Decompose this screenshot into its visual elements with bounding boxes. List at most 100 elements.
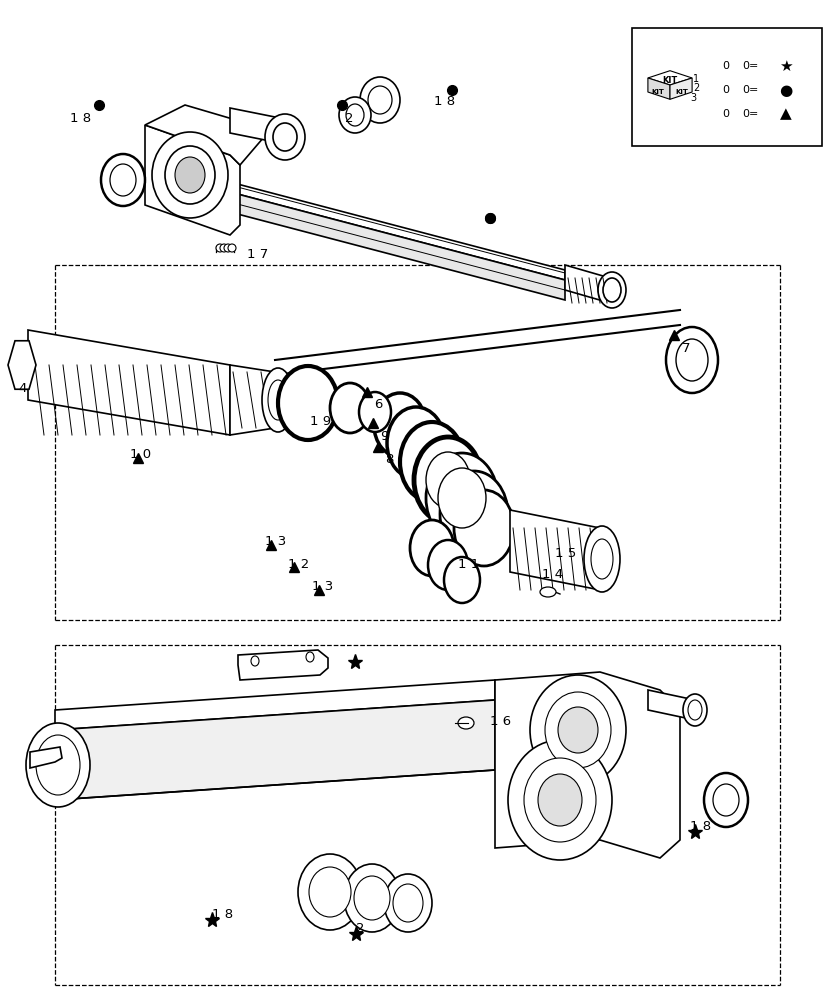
Polygon shape <box>230 365 275 435</box>
Ellipse shape <box>439 471 508 557</box>
Ellipse shape <box>330 383 370 433</box>
Polygon shape <box>55 700 495 800</box>
Text: 6: 6 <box>374 398 382 411</box>
Ellipse shape <box>367 86 391 114</box>
Ellipse shape <box>343 864 399 932</box>
Ellipse shape <box>675 339 707 381</box>
Polygon shape <box>647 78 669 99</box>
Text: 1 3: 1 3 <box>312 580 332 593</box>
Text: 0: 0 <box>722 61 729 71</box>
Text: 1 5: 1 5 <box>554 547 576 560</box>
Ellipse shape <box>384 874 432 932</box>
Ellipse shape <box>354 876 390 920</box>
Text: 0: 0 <box>722 109 729 119</box>
Ellipse shape <box>602 278 620 302</box>
Ellipse shape <box>265 114 304 160</box>
Text: 1 2: 1 2 <box>288 558 308 571</box>
Text: KIT: KIT <box>675 89 687 95</box>
Ellipse shape <box>409 520 453 576</box>
Polygon shape <box>631 28 821 146</box>
Ellipse shape <box>583 526 619 592</box>
Text: 1 3: 1 3 <box>265 535 286 548</box>
Ellipse shape <box>544 692 610 768</box>
Text: 1 7: 1 7 <box>246 248 268 261</box>
Text: 7: 7 <box>681 342 690 355</box>
Ellipse shape <box>399 422 463 502</box>
Ellipse shape <box>393 884 423 922</box>
Ellipse shape <box>36 735 80 795</box>
Ellipse shape <box>273 123 297 151</box>
Polygon shape <box>145 105 270 165</box>
Ellipse shape <box>437 468 485 528</box>
Ellipse shape <box>425 452 470 508</box>
Polygon shape <box>495 672 679 858</box>
Ellipse shape <box>224 244 232 252</box>
Ellipse shape <box>359 392 390 432</box>
Text: KIT: KIT <box>651 89 664 95</box>
Ellipse shape <box>687 700 701 720</box>
Ellipse shape <box>216 244 224 252</box>
Text: 4: 4 <box>18 382 26 395</box>
Text: 1 1: 1 1 <box>457 558 479 571</box>
Polygon shape <box>237 650 327 680</box>
Ellipse shape <box>538 774 581 826</box>
Ellipse shape <box>278 366 337 440</box>
Polygon shape <box>145 125 240 235</box>
Ellipse shape <box>443 557 480 603</box>
Text: 2: 2 <box>356 922 364 935</box>
Ellipse shape <box>682 694 706 726</box>
Ellipse shape <box>703 773 747 827</box>
Ellipse shape <box>529 675 625 785</box>
Polygon shape <box>165 175 564 300</box>
Ellipse shape <box>227 244 236 252</box>
Polygon shape <box>230 108 289 150</box>
Ellipse shape <box>557 707 597 753</box>
Ellipse shape <box>414 437 481 523</box>
Ellipse shape <box>665 327 717 393</box>
Text: ●: ● <box>778 83 791 98</box>
Polygon shape <box>28 330 230 435</box>
Text: KIT: KIT <box>662 76 676 85</box>
Ellipse shape <box>508 740 611 860</box>
Ellipse shape <box>523 758 595 842</box>
Ellipse shape <box>268 380 288 420</box>
Text: 9: 9 <box>380 430 388 443</box>
Ellipse shape <box>712 784 739 816</box>
Polygon shape <box>55 680 495 730</box>
Text: 1 4: 1 4 <box>542 568 562 581</box>
Text: 0: 0 <box>722 85 729 95</box>
Ellipse shape <box>453 490 514 566</box>
Ellipse shape <box>308 867 351 917</box>
Text: 1: 1 <box>692 74 698 84</box>
Ellipse shape <box>338 97 370 133</box>
Ellipse shape <box>298 854 361 930</box>
Ellipse shape <box>425 453 497 543</box>
Text: 1 8: 1 8 <box>689 820 710 833</box>
Text: 2: 2 <box>345 112 353 125</box>
Polygon shape <box>647 71 691 85</box>
Text: 2: 2 <box>692 83 698 93</box>
Ellipse shape <box>590 539 612 579</box>
Ellipse shape <box>251 656 259 666</box>
Ellipse shape <box>428 540 467 590</box>
Text: 0=: 0= <box>741 85 758 95</box>
Polygon shape <box>669 78 691 99</box>
Ellipse shape <box>306 652 313 662</box>
Polygon shape <box>509 510 600 590</box>
Ellipse shape <box>346 104 364 126</box>
Ellipse shape <box>165 146 215 204</box>
Text: 1 8: 1 8 <box>70 112 91 125</box>
Ellipse shape <box>539 587 555 597</box>
Ellipse shape <box>597 272 625 308</box>
Ellipse shape <box>101 154 145 206</box>
Ellipse shape <box>457 717 473 729</box>
Ellipse shape <box>374 393 425 457</box>
Polygon shape <box>648 690 694 720</box>
Ellipse shape <box>152 132 227 218</box>
Text: 1 0: 1 0 <box>130 448 151 461</box>
Text: 1 8: 1 8 <box>433 95 455 108</box>
Polygon shape <box>30 747 62 768</box>
Text: 0=: 0= <box>741 61 758 71</box>
Ellipse shape <box>360 77 399 123</box>
Ellipse shape <box>110 164 136 196</box>
